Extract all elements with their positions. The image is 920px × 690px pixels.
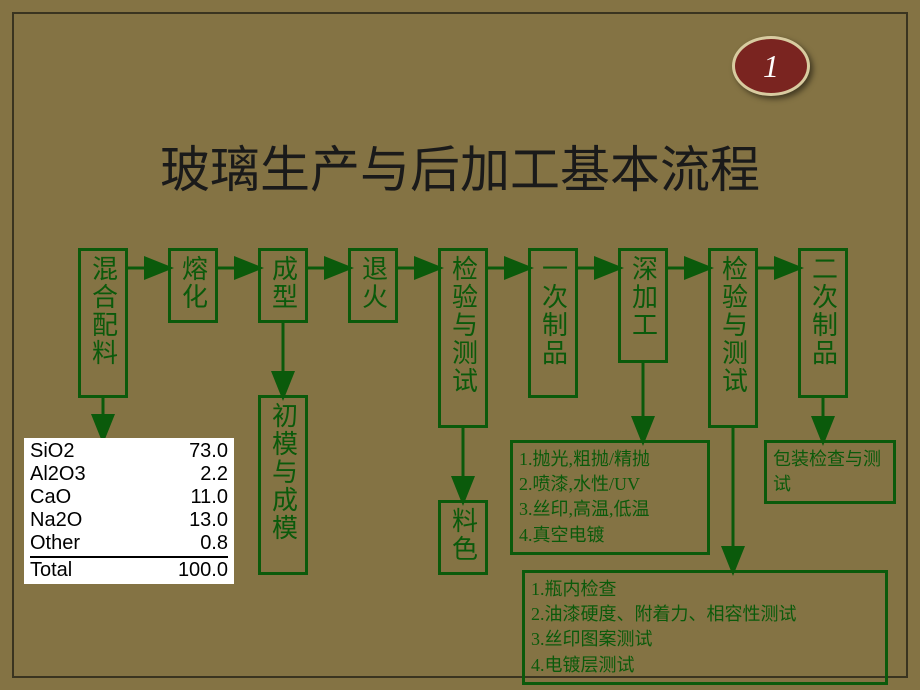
table-row: Al2O3 2.2 [30,463,228,486]
flow-node-label: 深加工 [625,255,662,339]
table-cell-name: Al2O3 [30,463,86,486]
sub-node: 初模与成模 [258,395,308,575]
table-total-row: Total 100.0 [30,559,228,582]
table-cell-name: Na2O [30,509,82,532]
table-cell-name: CaO [30,486,71,509]
flow-node-label: 混合配料 [85,255,122,367]
table-total-label: Total [30,559,72,582]
detail-line: 1.抛光,粗抛/精抛 [519,447,701,472]
flow-node-label: 熔化 [175,255,212,311]
flow-node-label: 成型 [265,255,302,311]
table-row: CaO 11.0 [30,486,228,509]
sub-node: 料色 [438,500,488,575]
table-cell-value: 13.0 [189,509,228,532]
table-row: Na2O 13.0 [30,509,228,532]
detail-line: 2.油漆硬度、附着力、相容性测试 [531,602,879,627]
flow-node: 熔化 [168,248,218,323]
flow-node: 成型 [258,248,308,323]
table-row: Other 0.8 [30,532,228,555]
table-row: SiO2 73.0 [30,440,228,463]
composition-table: SiO2 73.0 Al2O3 2.2 CaO 11.0 Na2O 13.0 Other 0.8 T… [24,438,234,584]
flow-node-label: 检验与测试 [715,255,752,395]
table-cell-value: 73.0 [189,440,228,463]
flow-node: 一次制品 [528,248,578,398]
flow-node: 混合配料 [78,248,128,398]
flow-node: 检验与测试 [708,248,758,428]
detail-line: 2.喷漆,水性/UV [519,472,701,497]
flow-node-label: 一次制品 [535,255,572,367]
table-cell-value: 0.8 [200,532,228,555]
detail-line: 3.丝印图案测试 [531,627,879,652]
flow-node-label: 检验与测试 [445,255,482,395]
flow-node: 检验与测试 [438,248,488,428]
table-total-value: 100.0 [178,559,228,582]
detail-line: 包装检查与测试 [773,447,887,497]
flow-node-label: 二次制品 [805,255,842,367]
table-cell-name: SiO2 [30,440,74,463]
detail-box: 包装检查与测试 [764,440,896,504]
table-cell-name: Other [30,532,80,555]
detail-box: 1.瓶内检查2.油漆硬度、附着力、相容性测试3.丝印图案测试4.电镀层测试 [522,570,888,685]
detail-box: 1.抛光,粗抛/精抛2.喷漆,水性/UV3.丝印,高温,低温4.真空电镀 [510,440,710,555]
flow-node-label: 退火 [355,255,392,311]
flow-node: 退火 [348,248,398,323]
detail-line: 4.真空电镀 [519,523,701,548]
detail-line: 1.瓶内检查 [531,577,879,602]
flow-node: 二次制品 [798,248,848,398]
table-divider [30,556,228,558]
detail-line: 3.丝印,高温,低温 [519,497,701,522]
table-cell-value: 11.0 [191,486,228,509]
table-cell-value: 2.2 [200,463,228,486]
detail-line: 4.电镀层测试 [531,653,879,678]
sub-node-label: 初模与成模 [265,402,302,542]
flow-node: 深加工 [618,248,668,363]
sub-node-label: 料色 [445,507,482,563]
